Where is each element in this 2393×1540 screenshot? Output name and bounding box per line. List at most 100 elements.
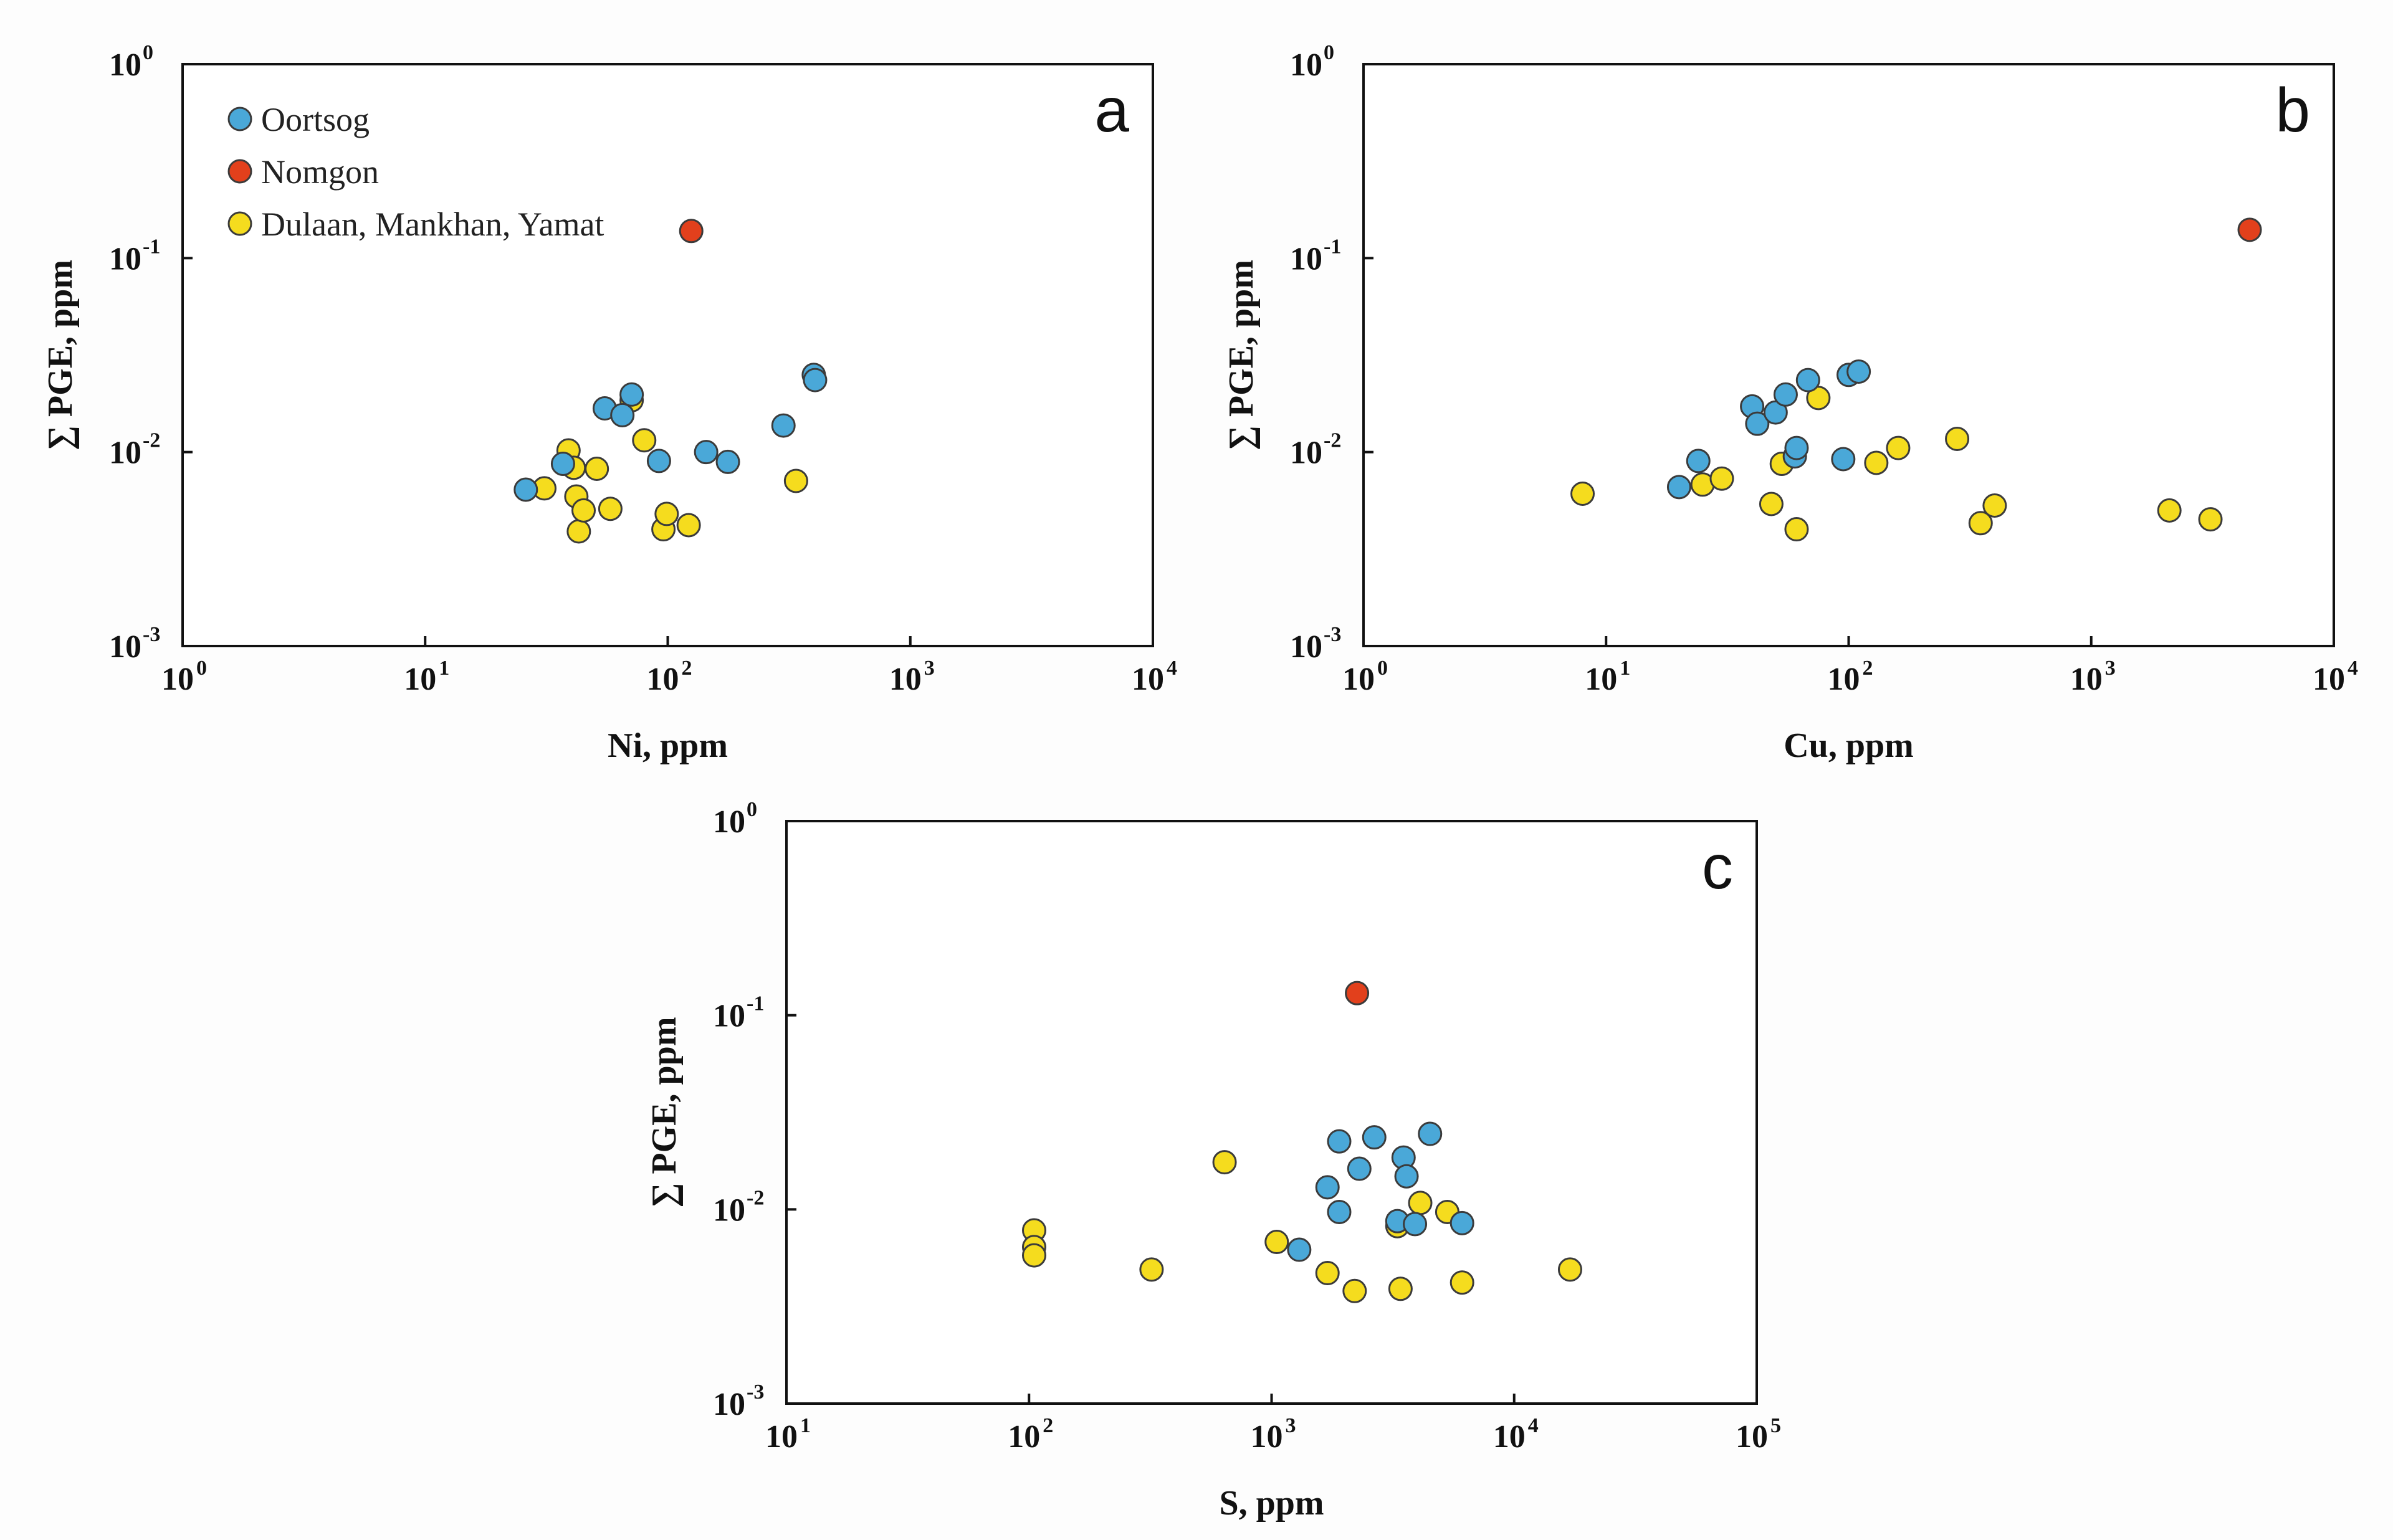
data-point	[694, 440, 719, 465]
data-point	[2198, 507, 2223, 532]
y-tick-label: 10	[713, 999, 745, 1034]
data-point	[1345, 981, 1370, 1005]
x-tick-exponent: 3	[924, 657, 935, 680]
data-point	[1570, 482, 1595, 506]
data-point	[1666, 475, 1691, 500]
y-tick-label: 10	[1290, 435, 1322, 471]
data-point	[1362, 1125, 1387, 1150]
y-tick-exponent: 0	[143, 41, 153, 64]
data-point	[1388, 1276, 1413, 1301]
data-point	[610, 402, 635, 427]
data-point	[1784, 435, 1809, 460]
x-tick-exponent: 0	[196, 657, 207, 680]
data-point	[1287, 1237, 1312, 1262]
data-point	[1806, 386, 1831, 411]
x-tick-label: 10	[2070, 662, 2103, 697]
x-tick-label: 10	[889, 662, 922, 697]
y-tick-exponent: -2	[1324, 429, 1341, 452]
y-tick-label: 10	[713, 1387, 745, 1422]
data-point	[1982, 493, 2007, 518]
x-tick-exponent: 1	[439, 657, 449, 680]
x-tick-exponent: 4	[1167, 657, 1177, 680]
data-point	[1831, 447, 1856, 472]
x-tick-label: 10	[765, 1419, 798, 1455]
data-point	[550, 451, 575, 476]
panel-a: 10 0 10 1 10 2 10 3 10 410 010 -110 -210 -3Ni, ppm∑ P…	[41, 41, 1177, 765]
x-tick-label: 10	[2313, 662, 2345, 697]
x-tick-exponent: 4	[1528, 1414, 1539, 1437]
x-tick-exponent: 2	[1043, 1414, 1053, 1437]
x-tick-exponent: 3	[1286, 1414, 1296, 1437]
data-point	[676, 513, 701, 538]
y-axis-label: ∑ PGE, ppm	[1222, 260, 1261, 450]
data-point	[646, 449, 671, 473]
y-tick-label: 10	[1290, 47, 1322, 83]
data-point	[1745, 411, 1770, 436]
data-point	[1795, 368, 1820, 392]
y-tick-exponent: -3	[1324, 623, 1341, 646]
y-tick-label: 10	[109, 435, 141, 471]
x-axis-label: S, ppm	[1219, 1484, 1324, 1523]
data-point	[1450, 1210, 1474, 1235]
data-point	[1846, 359, 1871, 384]
data-point	[1347, 1156, 1372, 1181]
data-point	[715, 449, 740, 474]
x-tick-exponent: 1	[1620, 657, 1630, 680]
legend-label: Nomgon	[261, 153, 379, 191]
panel-letter: c	[1702, 832, 1733, 902]
x-tick-exponent: 1	[800, 1414, 811, 1437]
data-point	[585, 456, 609, 481]
data-point	[1557, 1257, 1582, 1282]
y-tick-label: 10	[1290, 629, 1322, 665]
y-tick-exponent: -3	[747, 1381, 764, 1404]
panel-b: 10 0 10 1 10 2 10 3 10 410 010 -110 -210 -3Cu, ppm∑ P…	[1222, 41, 2358, 765]
data-point	[632, 428, 657, 453]
data-point	[1686, 449, 1711, 473]
y-tick-exponent: -2	[747, 1186, 764, 1209]
x-axis-label: Cu, ppm	[1784, 726, 1914, 765]
data-point	[1709, 466, 1734, 491]
data-point	[783, 468, 808, 493]
data-point	[1864, 450, 1889, 475]
data-point	[1315, 1175, 1340, 1200]
y-tick-label: 10	[713, 804, 745, 840]
legend-label: Oortsog	[261, 101, 370, 138]
legend-marker	[227, 211, 252, 236]
data-point	[1886, 435, 1911, 460]
y-axis-label: ∑ PGE, ppm	[645, 1017, 684, 1208]
legend: Oortsog Nomgon Dulaan, Mankhan, Yamat	[227, 101, 604, 243]
data-point	[1403, 1212, 1428, 1237]
x-tick-label: 10	[1736, 1419, 1768, 1455]
data-point	[571, 498, 596, 523]
x-tick-label: 10	[1585, 662, 1617, 697]
x-tick-exponent: 0	[1377, 657, 1388, 680]
x-axis-label: Ni, ppm	[608, 726, 728, 765]
y-tick-label: 10	[1290, 241, 1322, 277]
legend-label: Dulaan, Mankhan, Yamat	[261, 206, 604, 243]
data-point	[1968, 511, 1993, 536]
x-tick-label: 10	[161, 662, 194, 697]
y-tick-exponent: -2	[143, 429, 160, 452]
x-tick-label: 10	[1251, 1419, 1283, 1455]
data-point	[1139, 1257, 1164, 1282]
plot-frame	[1362, 63, 2335, 647]
y-tick-label: 10	[109, 241, 141, 277]
data-point	[1212, 1150, 1237, 1175]
y-tick-label: 10	[713, 1192, 745, 1228]
data-point	[1945, 426, 1970, 451]
data-point	[1327, 1199, 1352, 1224]
x-tick-exponent: 4	[2348, 657, 2358, 680]
data-point	[1418, 1121, 1443, 1146]
data-point	[1450, 1270, 1474, 1295]
x-tick-label: 10	[1132, 662, 1164, 697]
data-point	[1327, 1129, 1352, 1154]
x-tick-label: 10	[647, 662, 679, 697]
data-point	[679, 219, 704, 244]
y-tick-exponent: 0	[1324, 41, 1334, 64]
x-tick-label: 10	[1493, 1419, 1526, 1455]
data-point	[803, 368, 828, 392]
legend-marker	[227, 107, 252, 131]
plot-frame	[181, 63, 1154, 647]
panel-letter: b	[2275, 75, 2310, 145]
